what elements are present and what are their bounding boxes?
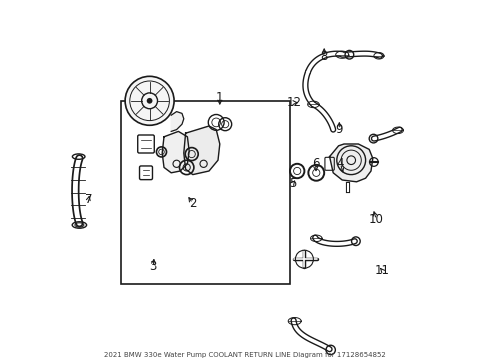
Text: 7: 7	[85, 193, 92, 206]
Text: 1: 1	[216, 91, 223, 104]
Polygon shape	[330, 144, 373, 182]
Text: 11: 11	[375, 264, 390, 277]
Text: 6: 6	[312, 157, 319, 170]
Circle shape	[125, 76, 174, 125]
Text: 8: 8	[320, 50, 328, 63]
Text: 2: 2	[189, 197, 196, 210]
Polygon shape	[171, 112, 184, 131]
Bar	[121, 101, 290, 284]
Polygon shape	[162, 131, 189, 173]
Text: 12: 12	[287, 96, 302, 109]
Circle shape	[147, 98, 152, 104]
Text: 9: 9	[336, 123, 343, 136]
Text: 4: 4	[337, 157, 344, 170]
Text: 2021 BMW 330e Water Pump COOLANT RETURN LINE Diagram for 17128654852: 2021 BMW 330e Water Pump COOLANT RETURN …	[104, 352, 386, 358]
Text: 3: 3	[149, 260, 157, 273]
Text: 5: 5	[289, 177, 296, 190]
Polygon shape	[184, 126, 220, 175]
Text: 10: 10	[369, 213, 384, 226]
